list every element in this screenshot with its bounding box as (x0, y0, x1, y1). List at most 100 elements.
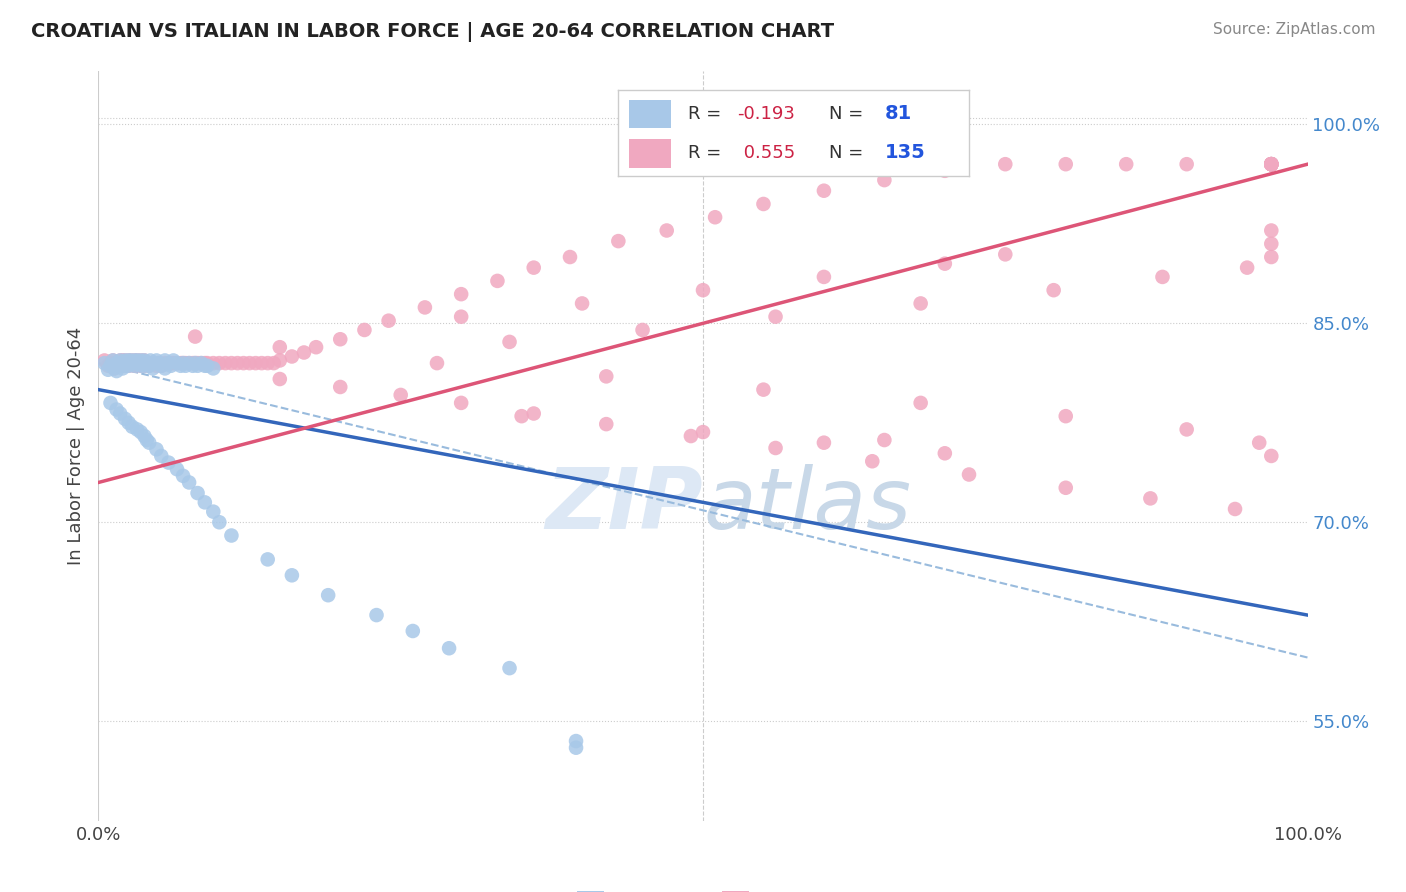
Point (93, 353, 115, 368)
Point (486, 274, 509, 288)
Point (124, 353, 146, 368)
Point (752, 197, 775, 211)
Point (114, 359, 136, 373)
Point (114, 353, 136, 368)
Point (813, 269, 835, 284)
Point (150, 449, 173, 463)
Point (103, 361, 125, 376)
Point (571, 296, 593, 310)
Point (172, 356, 194, 370)
Point (134, 353, 156, 368)
Point (114, 359, 136, 373)
Point (142, 361, 165, 376)
Point (108, 359, 131, 373)
Point (226, 356, 249, 370)
Point (752, 383, 775, 397)
Point (957, 467, 980, 482)
Point (105, 356, 128, 370)
Point (190, 356, 212, 370)
Point (127, 353, 149, 368)
Point (157, 456, 180, 470)
Point (114, 353, 136, 368)
Point (111, 353, 134, 368)
Point (692, 283, 714, 297)
Point (316, 588, 339, 602)
Y-axis label: In Labor Force | Age 20-64: In Labor Force | Age 20-64 (66, 326, 84, 566)
Point (120, 353, 142, 368)
Point (97, 359, 120, 373)
Point (450, 310, 472, 324)
Point (150, 359, 173, 373)
Point (172, 356, 194, 370)
Point (135, 356, 157, 370)
Point (118, 416, 141, 430)
Point (281, 350, 304, 364)
Point (105, 359, 128, 373)
Point (129, 425, 152, 439)
Point (127, 356, 149, 370)
Point (101, 353, 124, 368)
Point (232, 356, 254, 370)
Point (184, 356, 207, 370)
Point (558, 250, 581, 264)
Text: atlas: atlas (703, 465, 911, 548)
Point (565, 740, 588, 755)
Point (221, 528, 243, 542)
Point (595, 417, 617, 431)
Point (655, 223, 678, 237)
Point (910, 396, 932, 410)
Point (450, 287, 472, 301)
Point (214, 356, 236, 370)
Point (1139, 491, 1161, 506)
Point (1260, 157, 1282, 171)
Point (157, 356, 180, 370)
Point (1260, 157, 1282, 171)
Point (101, 353, 124, 368)
Point (202, 361, 225, 376)
Point (93, 356, 115, 370)
Point (118, 353, 141, 368)
Point (631, 323, 654, 337)
Point (97, 363, 120, 377)
Point (108, 353, 131, 368)
Point (187, 486, 209, 500)
Point (765, 441, 787, 455)
Point (174, 356, 197, 370)
Point (134, 353, 156, 368)
Point (607, 234, 630, 248)
Point (1260, 157, 1282, 171)
Point (169, 356, 191, 370)
Point (194, 356, 217, 370)
Point (402, 624, 425, 638)
Point (208, 356, 231, 370)
Point (187, 359, 209, 373)
Point (105, 402, 128, 417)
Point (166, 462, 188, 476)
Point (1260, 157, 1282, 171)
Point (108, 359, 131, 373)
Point (202, 356, 225, 370)
Point (1260, 157, 1282, 171)
Point (994, 247, 1017, 261)
Point (692, 425, 714, 439)
Point (179, 356, 201, 370)
Point (1260, 157, 1282, 171)
Point (1042, 283, 1064, 297)
Point (245, 356, 267, 370)
Point (153, 353, 176, 368)
Text: ZIP: ZIP (546, 465, 703, 548)
Point (181, 359, 204, 373)
Point (679, 429, 702, 443)
Point (1054, 409, 1077, 424)
Point (135, 356, 157, 370)
Point (1054, 481, 1077, 495)
Point (269, 353, 291, 368)
Point (118, 359, 141, 373)
Point (139, 353, 162, 368)
Point (1260, 157, 1282, 171)
Point (166, 356, 188, 370)
Point (269, 372, 291, 386)
Point (190, 356, 212, 370)
Point (934, 446, 956, 460)
Legend: Croatians, Italians: Croatians, Italians (568, 882, 838, 892)
